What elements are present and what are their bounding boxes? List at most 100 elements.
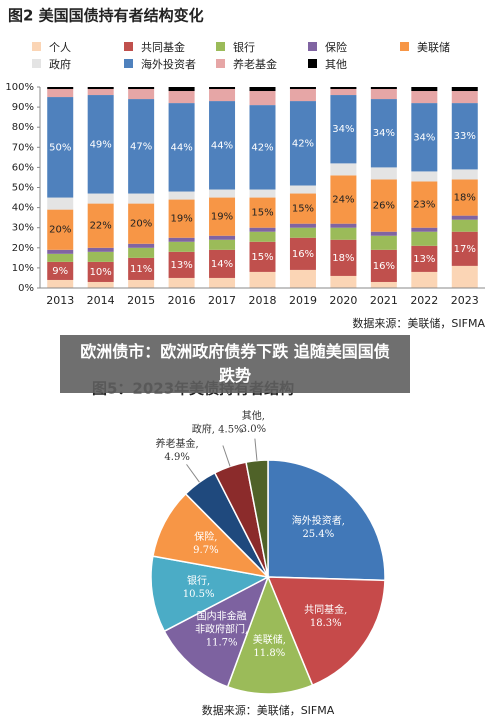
bar-segment <box>87 89 114 96</box>
data-label: 9% <box>52 266 68 277</box>
legend-label: 政府 <box>49 57 71 71</box>
bar-segment <box>451 169 478 180</box>
data-label: 49% <box>90 139 112 150</box>
bar-segment <box>249 231 276 242</box>
data-label: 42% <box>251 142 273 153</box>
data-label: 47% <box>130 141 152 152</box>
x-tick-label: 2019 <box>289 294 317 307</box>
pie-label-value: 10.5% <box>182 588 215 600</box>
data-label: 50% <box>49 142 71 153</box>
y-tick-label: 40% <box>12 203 34 214</box>
bar-segment <box>451 179 478 216</box>
bar-segment <box>289 223 316 228</box>
pie-label-value: 9.7% <box>193 545 219 557</box>
bar-segment <box>330 275 357 288</box>
x-tick-label: 2022 <box>410 294 438 307</box>
pie-label-value: 25.4% <box>302 529 335 541</box>
y-tick-label: 50% <box>12 183 34 194</box>
source: 数据来源：美联储，SIFMA <box>352 316 485 330</box>
data-label: 44% <box>211 140 233 151</box>
headline: 欧洲债市：欧洲政府债券下跌 追随美国国债跌势 <box>80 342 390 385</box>
legend-item: 美联储 <box>400 38 492 55</box>
data-label: 22% <box>90 221 112 232</box>
pie-label-value: 3.0% <box>240 423 267 435</box>
bar-segment <box>128 279 155 288</box>
legend-label: 保险 <box>325 40 347 54</box>
pie-label-value: 11.8% <box>253 648 286 660</box>
x-tick-label: 2020 <box>329 294 357 307</box>
legend-item: 共同基金 <box>124 38 216 55</box>
legend-label: 银行 <box>233 40 255 54</box>
chart-title: 图2 美国国债持有者结构变化 <box>8 7 204 25</box>
legend-label: 个人 <box>49 40 71 54</box>
bar-segment <box>209 249 236 278</box>
pie-label-name: 银行, <box>187 575 211 587</box>
bar-segment <box>289 193 316 224</box>
legend-swatch <box>308 59 317 68</box>
bar-segment <box>47 97 74 198</box>
bar-segment <box>289 87 316 90</box>
data-label: 14% <box>211 259 233 270</box>
legend-item: 其他 <box>308 55 400 72</box>
pie-label: 国内非金融非政府部门, 11.7% <box>194 610 250 649</box>
pie-label-name: 政府, 4.5% <box>191 424 244 436</box>
bar-segment <box>451 87 478 92</box>
pie-label-name: 保险, <box>194 532 218 544</box>
bar-segment <box>370 249 397 282</box>
leader-line <box>186 464 200 483</box>
pie-slice <box>163 575 270 688</box>
legend-label: 其他 <box>325 57 347 71</box>
data-label: 34% <box>413 132 435 143</box>
bar-segment <box>168 251 195 278</box>
bar-segment <box>249 91 276 106</box>
pie-label: 海外投资者, 25.4% <box>290 515 346 541</box>
bar-segment <box>370 231 397 236</box>
bar-segment <box>289 185 316 194</box>
data-label: 13% <box>413 254 435 265</box>
y-tick-label: 70% <box>12 142 34 153</box>
bar-segment <box>249 241 276 272</box>
y-tick-label: 10% <box>12 263 34 274</box>
pie-slice <box>267 459 386 582</box>
bar-segment <box>249 105 276 190</box>
bar-segment <box>330 239 357 276</box>
bar-segment <box>411 87 438 92</box>
pie-label-value: 4.9% <box>164 452 190 464</box>
pie-label-name: 养老基金, <box>155 439 199 451</box>
bar-segment <box>87 247 114 252</box>
bar-segment <box>168 241 195 252</box>
pie-label: 养老基金, 4.9% <box>142 438 212 464</box>
bar-segment <box>411 227 438 232</box>
bar-segment <box>370 89 397 100</box>
legend-item: 养老基金 <box>216 55 308 72</box>
bar-segment <box>87 203 114 248</box>
pie-label-name: 共同基金, <box>304 604 348 616</box>
bar-segment <box>330 223 357 228</box>
legend-swatch <box>216 42 225 51</box>
leader-line <box>222 445 231 467</box>
bar-segment <box>249 87 276 92</box>
bar-segment <box>370 87 397 90</box>
legend-item: 银行 <box>216 38 308 55</box>
pie-label: 保险, 9.7% <box>178 531 234 557</box>
legend-swatch <box>308 42 317 51</box>
legend-swatch <box>32 59 41 68</box>
bar-segment <box>209 87 236 90</box>
data-label: 24% <box>332 195 354 206</box>
data-label: 13% <box>170 260 192 271</box>
x-tick-label: 2021 <box>370 294 398 307</box>
legend: 个人 共同基金 银行 保险 美联储 政府 海外投资者 养老基金 其他 <box>32 38 492 72</box>
legend-label: 美联储 <box>417 40 450 54</box>
bar-segment <box>411 231 438 246</box>
bar-segment <box>87 261 114 282</box>
data-label: 15% <box>251 208 273 219</box>
bar-segment <box>168 91 195 104</box>
bar-segment <box>411 181 438 228</box>
data-label: 33% <box>454 131 476 142</box>
bar-segment <box>209 101 236 190</box>
bar-segment <box>330 227 357 240</box>
pie-label: 共同基金, 18.3% <box>298 604 354 630</box>
legend-swatch <box>124 42 133 51</box>
legend-item: 保险 <box>308 38 400 55</box>
